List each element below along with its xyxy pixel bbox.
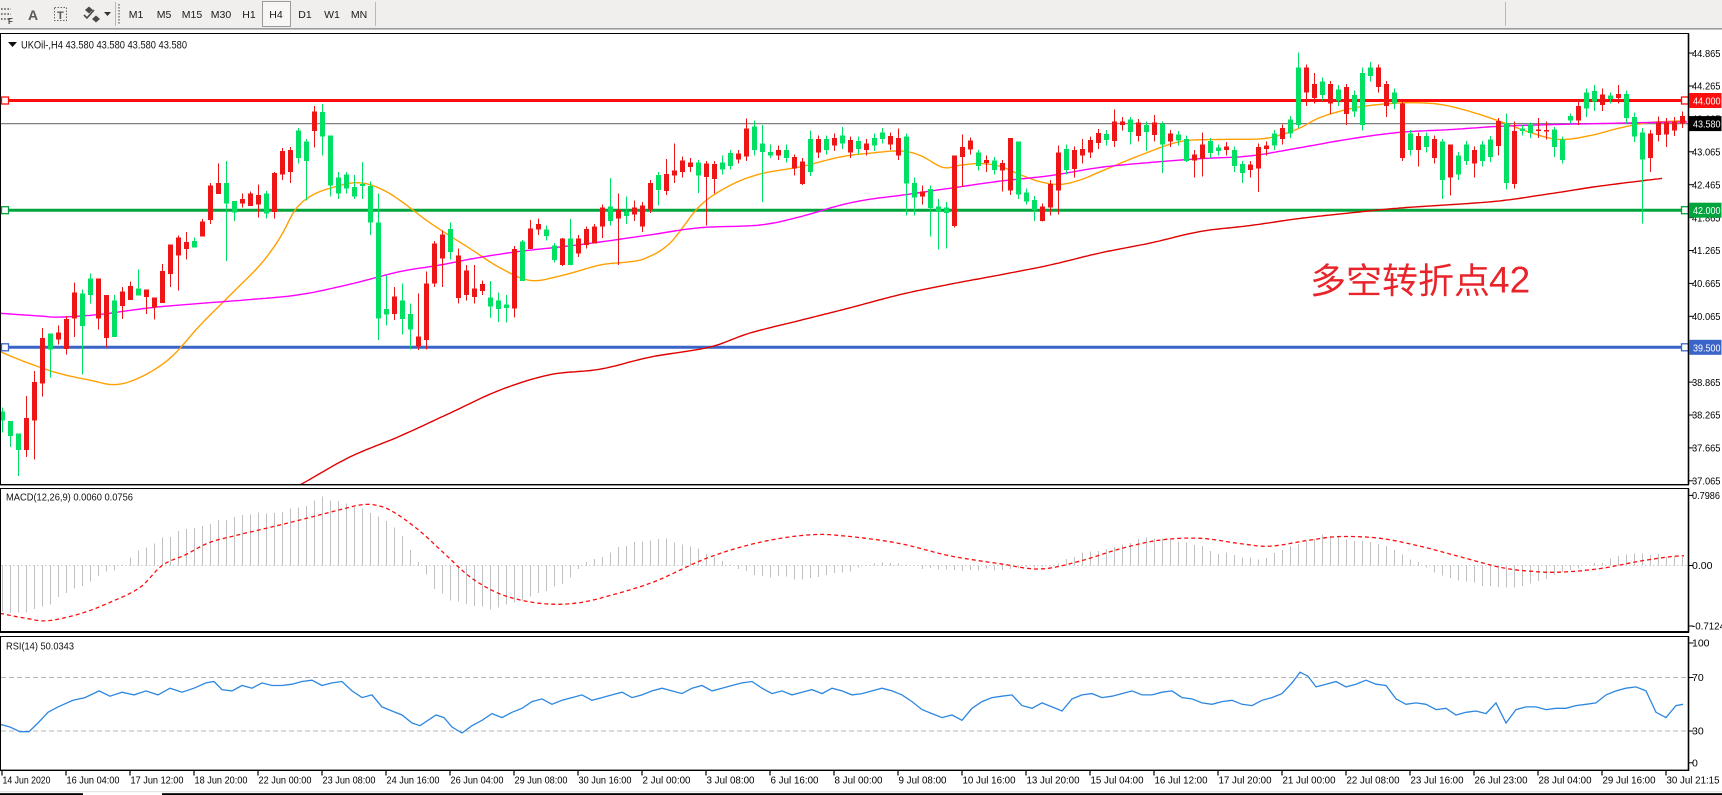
svg-text:26 Jun 04:00: 26 Jun 04:00	[451, 775, 504, 787]
svg-text:37.665: 37.665	[1692, 443, 1721, 455]
svg-text:8 Jul 00:00: 8 Jul 00:00	[835, 775, 883, 787]
svg-text:UKOil-,H4 43.580 43.580 43.58: UKOil-,H4 43.580 43.580 43.580 43.580	[21, 40, 187, 52]
svg-text:70: 70	[1692, 672, 1704, 684]
svg-text:MACD(12,26,9) 0.0060 0.0756: MACD(12,26,9) 0.0060 0.0756	[6, 492, 133, 504]
svg-text:18 Jun 20:00: 18 Jun 20:00	[195, 775, 248, 787]
svg-text:44.000: 44.000	[1693, 96, 1721, 108]
svg-text:MN: MN	[351, 9, 367, 21]
svg-text:H4: H4	[269, 9, 283, 21]
svg-text:30: 30	[1692, 726, 1704, 738]
svg-text:RSI(14) 50.0343: RSI(14) 50.0343	[6, 641, 74, 653]
svg-text:3 Jul 08:00: 3 Jul 08:00	[707, 775, 755, 787]
svg-text:43.580: 43.580	[1693, 119, 1721, 131]
svg-text:2 Jul 00:00: 2 Jul 00:00	[643, 775, 691, 787]
svg-text:6 Jul 16:00: 6 Jul 16:00	[771, 775, 819, 787]
svg-text:40.665: 40.665	[1692, 278, 1721, 290]
svg-text:H1: H1	[242, 9, 256, 21]
svg-text:0.7986: 0.7986	[1692, 490, 1720, 502]
svg-text:39.500: 39.500	[1693, 342, 1721, 354]
svg-text:43.065: 43.065	[1692, 147, 1721, 159]
svg-text:D1: D1	[298, 9, 312, 21]
svg-text:42.000: 42.000	[1693, 205, 1721, 217]
svg-text:13 Jul 20:00: 13 Jul 20:00	[1027, 775, 1080, 787]
svg-text:15 Jul 04:00: 15 Jul 04:00	[1091, 775, 1144, 787]
svg-text:44.865: 44.865	[1692, 48, 1721, 60]
svg-text:29 Jul 16:00: 29 Jul 16:00	[1603, 775, 1656, 787]
svg-text:23 Jun 08:00: 23 Jun 08:00	[323, 775, 376, 787]
svg-text:37.065: 37.065	[1692, 476, 1721, 488]
svg-text:29 Jun 08:00: 29 Jun 08:00	[515, 775, 568, 787]
svg-text:10 Jul 16:00: 10 Jul 16:00	[963, 775, 1016, 787]
svg-text:F: F	[8, 17, 13, 26]
svg-text:M30: M30	[211, 9, 232, 21]
svg-text:22 Jun 00:00: 22 Jun 00:00	[259, 775, 312, 787]
svg-text:26 Jul 23:00: 26 Jul 23:00	[1475, 775, 1528, 787]
svg-text:17 Jun 12:00: 17 Jun 12:00	[131, 775, 184, 787]
svg-text:0: 0	[1692, 758, 1698, 770]
svg-text:38.265: 38.265	[1692, 410, 1721, 422]
svg-text:W1: W1	[324, 9, 340, 21]
svg-text:M15: M15	[182, 9, 203, 21]
svg-text:21 Jul 00:00: 21 Jul 00:00	[1283, 775, 1336, 787]
svg-text:16 Jun 04:00: 16 Jun 04:00	[67, 775, 120, 787]
svg-text:22 Jul 08:00: 22 Jul 08:00	[1347, 775, 1400, 787]
svg-text:44.265: 44.265	[1692, 81, 1721, 93]
svg-text:17 Jul 20:00: 17 Jul 20:00	[1219, 775, 1272, 787]
svg-text:23 Jul 16:00: 23 Jul 16:00	[1411, 775, 1464, 787]
svg-text:38.865: 38.865	[1692, 377, 1721, 389]
svg-text:40.065: 40.065	[1692, 311, 1721, 323]
svg-text:9 Jul 08:00: 9 Jul 08:00	[899, 775, 947, 787]
svg-text:T: T	[57, 10, 64, 22]
svg-text:42: 42	[1489, 260, 1530, 301]
svg-text:24 Jun 16:00: 24 Jun 16:00	[387, 775, 440, 787]
svg-text:41.265: 41.265	[1692, 245, 1721, 257]
svg-text:M1: M1	[129, 9, 144, 21]
svg-text:14 Jun 2020: 14 Jun 2020	[3, 775, 51, 787]
svg-text:28 Jul 04:00: 28 Jul 04:00	[1539, 775, 1592, 787]
svg-text:M5: M5	[157, 9, 172, 21]
svg-text:30 Jul 21:15: 30 Jul 21:15	[1667, 775, 1720, 787]
svg-text:30 Jun 16:00: 30 Jun 16:00	[579, 775, 632, 787]
svg-text:42.465: 42.465	[1692, 179, 1721, 191]
svg-text:100: 100	[1692, 638, 1710, 650]
svg-text:A: A	[28, 7, 38, 23]
svg-text:-0.7124: -0.7124	[1692, 621, 1722, 633]
svg-text:16 Jul 12:00: 16 Jul 12:00	[1155, 775, 1208, 787]
svg-text:0.00: 0.00	[1692, 560, 1713, 572]
